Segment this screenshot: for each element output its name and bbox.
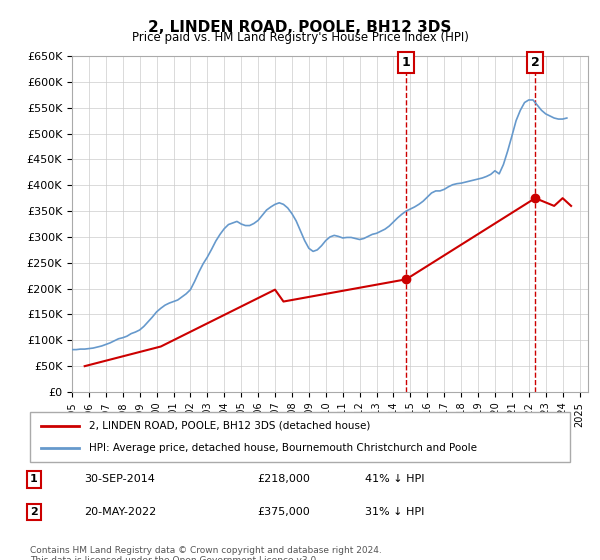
Text: 2: 2	[30, 507, 38, 517]
FancyBboxPatch shape	[30, 412, 570, 462]
Text: 31% ↓ HPI: 31% ↓ HPI	[365, 507, 424, 517]
Text: Contains HM Land Registry data © Crown copyright and database right 2024.
This d: Contains HM Land Registry data © Crown c…	[30, 546, 382, 560]
Text: Price paid vs. HM Land Registry's House Price Index (HPI): Price paid vs. HM Land Registry's House …	[131, 31, 469, 44]
Text: 2, LINDEN ROAD, POOLE, BH12 3DS: 2, LINDEN ROAD, POOLE, BH12 3DS	[148, 20, 452, 35]
Text: £375,000: £375,000	[257, 507, 310, 517]
Text: 20-MAY-2022: 20-MAY-2022	[84, 507, 156, 517]
Text: HPI: Average price, detached house, Bournemouth Christchurch and Poole: HPI: Average price, detached house, Bour…	[89, 443, 478, 453]
Text: 1: 1	[30, 474, 38, 484]
Text: 2: 2	[531, 56, 539, 69]
Text: 30-SEP-2014: 30-SEP-2014	[84, 474, 155, 484]
Text: 1: 1	[402, 56, 410, 69]
Text: 2, LINDEN ROAD, POOLE, BH12 3DS (detached house): 2, LINDEN ROAD, POOLE, BH12 3DS (detache…	[89, 421, 371, 431]
Text: 41% ↓ HPI: 41% ↓ HPI	[365, 474, 424, 484]
Text: £218,000: £218,000	[257, 474, 310, 484]
